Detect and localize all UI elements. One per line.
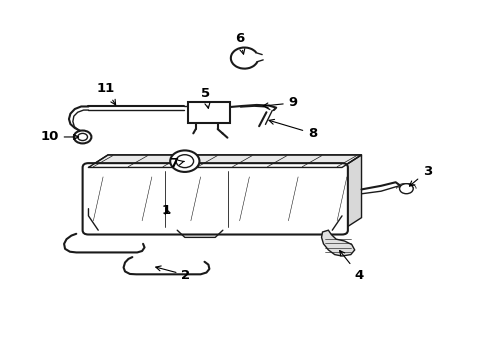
- FancyBboxPatch shape: [82, 163, 347, 234]
- Circle shape: [176, 155, 193, 168]
- Polygon shape: [321, 230, 354, 256]
- Circle shape: [399, 184, 412, 194]
- Text: 7: 7: [169, 157, 183, 170]
- Text: 4: 4: [339, 251, 363, 282]
- Text: 10: 10: [40, 130, 79, 144]
- Text: 5: 5: [201, 87, 210, 108]
- Polygon shape: [341, 155, 361, 230]
- Text: 3: 3: [408, 165, 431, 186]
- Text: 2: 2: [155, 266, 190, 282]
- Circle shape: [170, 150, 199, 172]
- Circle shape: [78, 134, 87, 140]
- Text: 6: 6: [235, 32, 244, 54]
- Text: 8: 8: [268, 120, 317, 140]
- Polygon shape: [88, 155, 361, 167]
- Text: 9: 9: [263, 96, 297, 109]
- Text: 11: 11: [96, 82, 115, 105]
- FancyBboxPatch shape: [188, 102, 229, 123]
- Text: 1: 1: [162, 204, 171, 217]
- Circle shape: [74, 131, 91, 143]
